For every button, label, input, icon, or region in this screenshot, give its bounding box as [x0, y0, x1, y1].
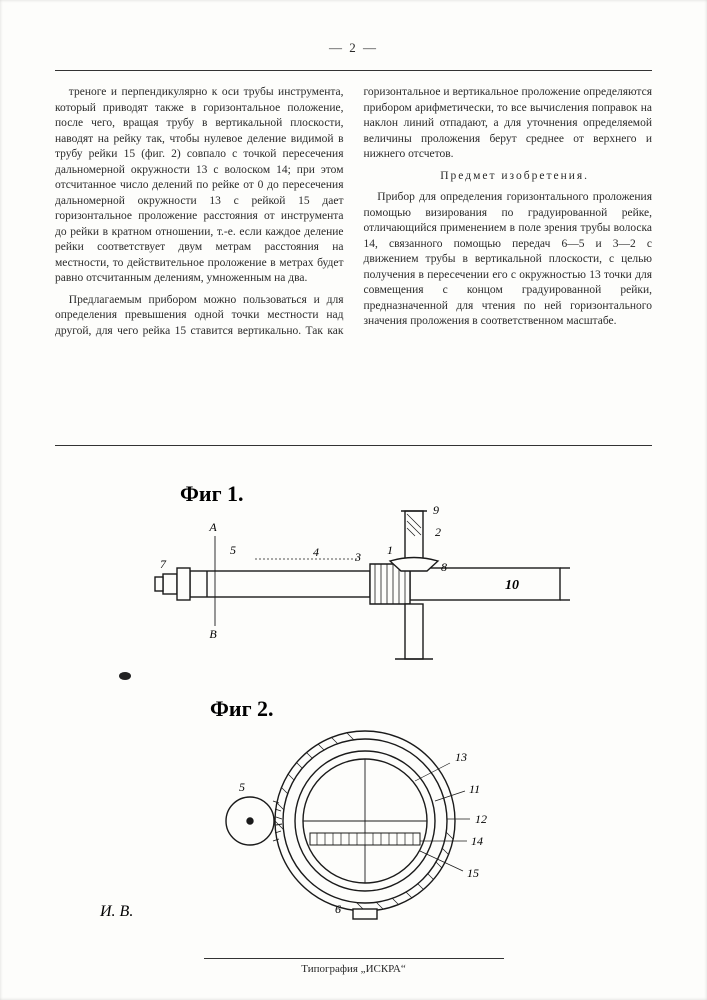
figures-block: Фиг 1. — [55, 445, 652, 936]
fig1-5: 5 — [230, 543, 236, 557]
fig2-14: 14 — [471, 834, 483, 848]
page: — 2 — треноге и перпендикулярно к оси тр… — [0, 0, 707, 1000]
fig1-A: A — [208, 520, 217, 534]
para-3: Прибор для определения горизонтального п… — [364, 190, 653, 330]
figure-2: Фиг 2. — [55, 691, 655, 931]
claims-title: Предмет изобретения. — [364, 169, 653, 185]
fig1-B: B — [209, 627, 217, 641]
fig2-6: 6 — [335, 902, 341, 916]
page-number: — 2 — — [55, 40, 652, 56]
fig2-5: 5 — [239, 780, 245, 794]
fig2-13: 13 — [455, 750, 467, 764]
footer: Типография „ИСКРА“ — [0, 958, 707, 975]
fig1-4: 4 — [313, 545, 319, 559]
printer-line: Типография „ИСКРА“ — [301, 963, 405, 975]
figure-1: Фиг 1. — [55, 476, 655, 686]
top-rule — [55, 70, 652, 71]
fig1-3: 3 — [354, 550, 361, 564]
signature: И. В. — [99, 903, 133, 920]
fig1-label: Фиг 1. — [180, 481, 244, 506]
fig2-15: 15 — [467, 866, 479, 880]
fig1-1: 1 — [387, 543, 393, 557]
fig2-12: 12 — [475, 812, 487, 826]
fig1-7: 7 — [160, 557, 167, 571]
para-1: треноге и перпендикулярно к оси трубы ин… — [55, 85, 344, 287]
fig1-2: 2 — [435, 525, 441, 539]
fig2-11: 11 — [469, 782, 480, 796]
fig2-label: Фиг 2. — [210, 696, 274, 721]
fig1-9: 9 — [433, 503, 439, 517]
ink-spot — [119, 672, 131, 680]
fig1-10: 10 — [505, 578, 519, 593]
fig1-8: 8 — [441, 560, 447, 574]
body-columns: треноге и перпендикулярно к оси трубы ин… — [55, 85, 652, 425]
